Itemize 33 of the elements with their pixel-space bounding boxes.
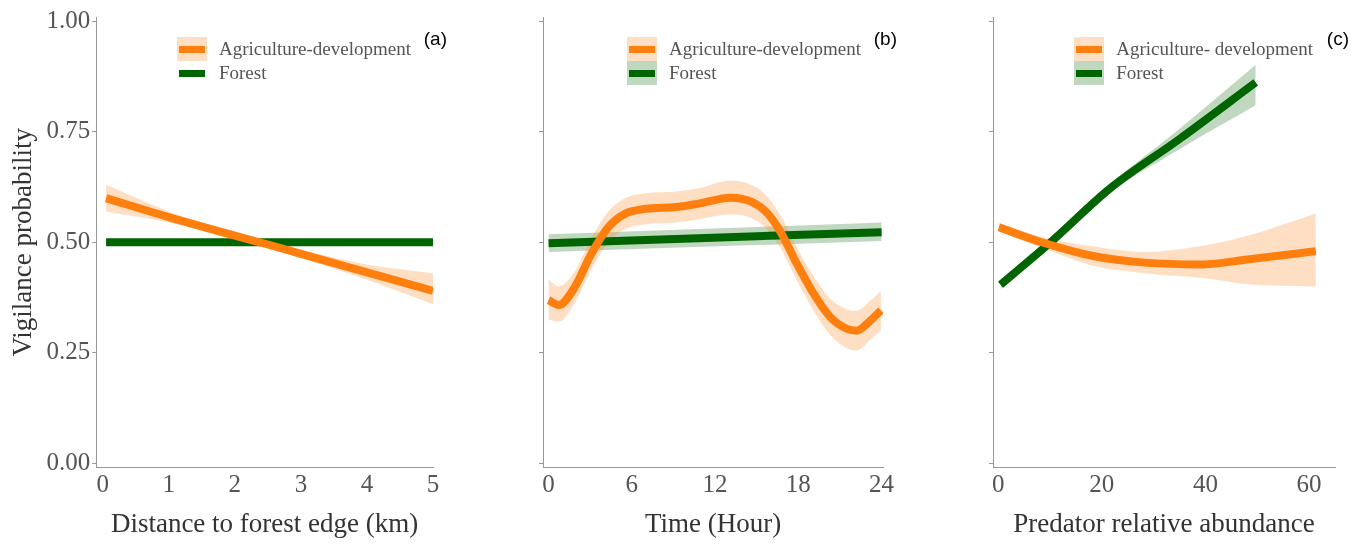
annotation: (a) — [423, 28, 447, 50]
x-tick-label: 5 — [426, 470, 440, 498]
y-tick-label: 1.00 — [46, 5, 91, 33]
annotation: (c) — [1326, 28, 1349, 50]
x-tick-label: 40 — [1192, 470, 1218, 498]
legend-label: Agriculture- development — [1116, 37, 1313, 61]
x-tick-label: 6 — [625, 470, 639, 498]
legend-label: Agriculture-development — [218, 37, 411, 61]
x-tick-label: 4 — [360, 470, 374, 498]
y-axis-title: Vigilance probability — [7, 127, 38, 357]
x-tick-label: 24 — [869, 470, 895, 498]
x-tick-label: 0 — [96, 470, 109, 498]
x-tick-label: 1 — [162, 470, 176, 498]
y-tick-label: 0.25 — [46, 337, 91, 365]
x-tick-label: 12 — [702, 470, 728, 498]
annotation: (b) — [873, 28, 897, 50]
x-tick-label: 2 — [228, 470, 242, 498]
x-tick-label: 60 — [1296, 470, 1322, 498]
x-axis-title: Predator relative abundance — [1013, 507, 1315, 538]
legend-label: Forest — [668, 61, 717, 85]
legend-label: Forest — [218, 61, 267, 85]
x-tick-label: 18 — [785, 470, 811, 498]
y-tick-label: 0.00 — [46, 447, 91, 475]
x-tick-label: 3 — [294, 470, 308, 498]
legend-label: Agriculture-development — [668, 37, 861, 61]
x-tick-label: 0 — [542, 470, 555, 498]
x-axis-title: Time (Hour) — [644, 507, 782, 538]
y-tick-label: 0.75 — [46, 116, 91, 144]
x-tick-label: 20 — [1089, 470, 1115, 498]
x-axis-title: Distance to forest edge (km) — [110, 507, 419, 538]
legend-label: Forest — [1116, 61, 1164, 85]
y-tick-label: 0.50 — [46, 226, 91, 254]
x-tick-label: 0 — [991, 470, 1005, 498]
